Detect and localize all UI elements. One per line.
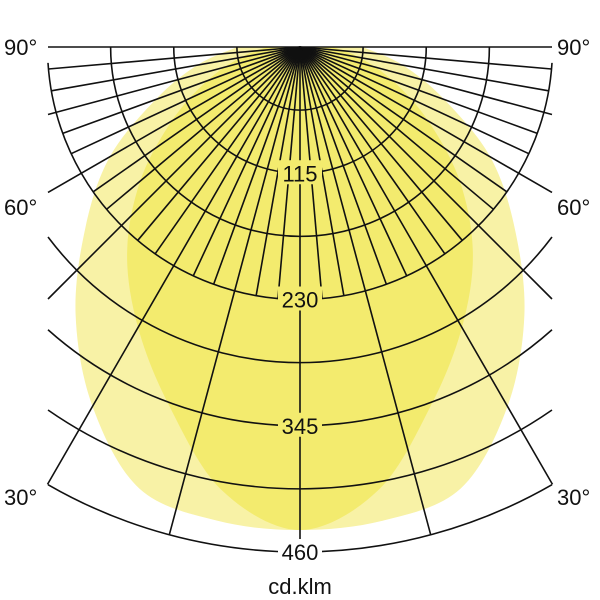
radial-tick-label: 115 xyxy=(282,161,317,186)
angle-label-left-60: 60° xyxy=(4,195,37,220)
unit-label: cd.klm xyxy=(268,574,332,599)
grid-radial-line xyxy=(299,46,494,210)
grid-radial-line xyxy=(299,46,549,92)
grid-radial-line xyxy=(299,46,554,485)
grid-radial-line xyxy=(92,46,301,193)
grid-radial-line xyxy=(299,46,553,300)
grid-radial-line xyxy=(47,46,301,116)
grid-radial-line xyxy=(62,46,301,135)
grid-radial-line xyxy=(299,46,553,194)
grid-radial-line xyxy=(46,46,301,485)
radial-tick-label: 345 xyxy=(282,414,319,439)
grid-radial-line xyxy=(168,46,301,535)
tick-label-bg xyxy=(278,286,322,311)
grid-radial-line xyxy=(154,46,301,255)
grid-radial-line xyxy=(299,46,530,155)
grid-radial-line xyxy=(299,46,388,285)
grid-radial-line xyxy=(47,46,301,300)
grid-radial-line xyxy=(48,46,301,70)
tick-label-bg xyxy=(278,160,322,185)
grid-radial-line xyxy=(51,46,301,92)
grid-radial-line xyxy=(299,46,552,70)
grid-radial-line xyxy=(106,46,301,210)
grid-radial-line xyxy=(299,46,446,255)
polar-grid xyxy=(46,46,554,553)
grid-radial-line xyxy=(212,46,301,285)
angle-label-right-30: 30° xyxy=(557,485,590,510)
tick-label-bg xyxy=(278,412,322,437)
angle-label-right-60: 60° xyxy=(557,195,590,220)
radial-tick-label: 460 xyxy=(282,540,319,565)
angle-label-left-30: 30° xyxy=(4,485,37,510)
grid-radial-line xyxy=(299,46,408,277)
grid-radial-line xyxy=(192,46,301,277)
grid-radial-line xyxy=(299,46,463,241)
grid-radial-line xyxy=(299,46,553,116)
grid-radial-line xyxy=(47,46,301,194)
tick-label-bg xyxy=(278,539,322,563)
angle-label-left-90: 90° xyxy=(4,35,37,60)
grid-radial-line xyxy=(299,46,508,193)
grid-radial-line xyxy=(299,46,432,535)
grid-radial-line xyxy=(299,46,538,135)
grid-radial-line xyxy=(137,46,301,241)
radial-tick-label: 230 xyxy=(282,288,319,313)
radial-tick-labels: 115 230 345 460 xyxy=(278,160,322,565)
grid-radial-line xyxy=(70,46,301,155)
angle-label-right-90: 90° xyxy=(557,35,590,60)
